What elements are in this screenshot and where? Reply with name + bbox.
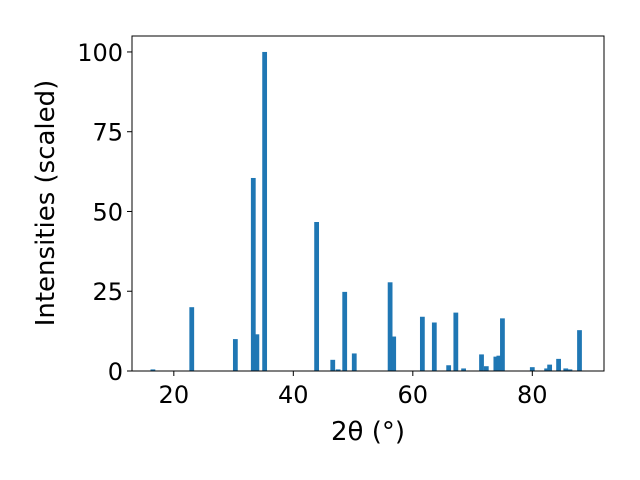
bar-peak-29 [577,330,582,371]
bar-peak-0 [150,369,156,371]
bar-peak-27 [563,368,569,371]
bar-peak-28 [567,369,573,371]
y-tick-label: 75 [92,119,123,147]
bar-peak-2 [232,339,238,371]
bar-peak-8 [335,369,341,371]
bar-peak-3 [250,177,256,371]
y-tick-label: 0 [108,358,123,386]
bar-peak-25 [547,364,553,371]
x-tick-label: 40 [278,381,309,409]
x-tick-label: 60 [398,381,429,409]
x-axis-label: 2θ (°) [331,417,405,447]
bar-peak-12 [391,336,397,371]
bar-peak-5 [262,51,268,371]
bar-peak-19 [483,366,489,371]
y-tick-label: 100 [77,39,123,67]
bar-peak-23 [529,367,535,371]
bar-peak-18 [479,354,484,371]
bar-peak-24 [544,368,550,371]
bar-peak-14 [431,322,437,371]
y-tick-label: 50 [92,198,123,226]
bar-peak-10 [351,353,357,371]
bars-group [150,51,582,371]
plot-frame [131,35,605,372]
x-axis-ticks: 20 40 60 80 [159,371,548,409]
y-axis-ticks: 0 25 50 75 100 [77,39,132,386]
bar-peak-9 [342,291,348,371]
bar-peak-21 [496,355,502,371]
bar-peak-4 [254,334,260,371]
y-tick-label: 25 [92,278,123,306]
x-tick-label: 80 [517,381,548,409]
bar-peak-26 [556,358,561,371]
bar-peak-13 [419,316,425,371]
bar-peak-15 [446,365,452,371]
bar-peak-22 [500,318,505,371]
bar-peak-1 [189,307,195,371]
x-tick-label: 20 [159,381,190,409]
bar-peak-7 [330,359,336,371]
bar-peak-6 [314,222,320,371]
bar-peak-11 [387,282,393,371]
bar-peak-20 [493,356,499,371]
bar-peak-17 [461,368,466,371]
bar-peak-16 [453,312,459,371]
y-axis-label: Intensities (scaled) [31,80,61,327]
